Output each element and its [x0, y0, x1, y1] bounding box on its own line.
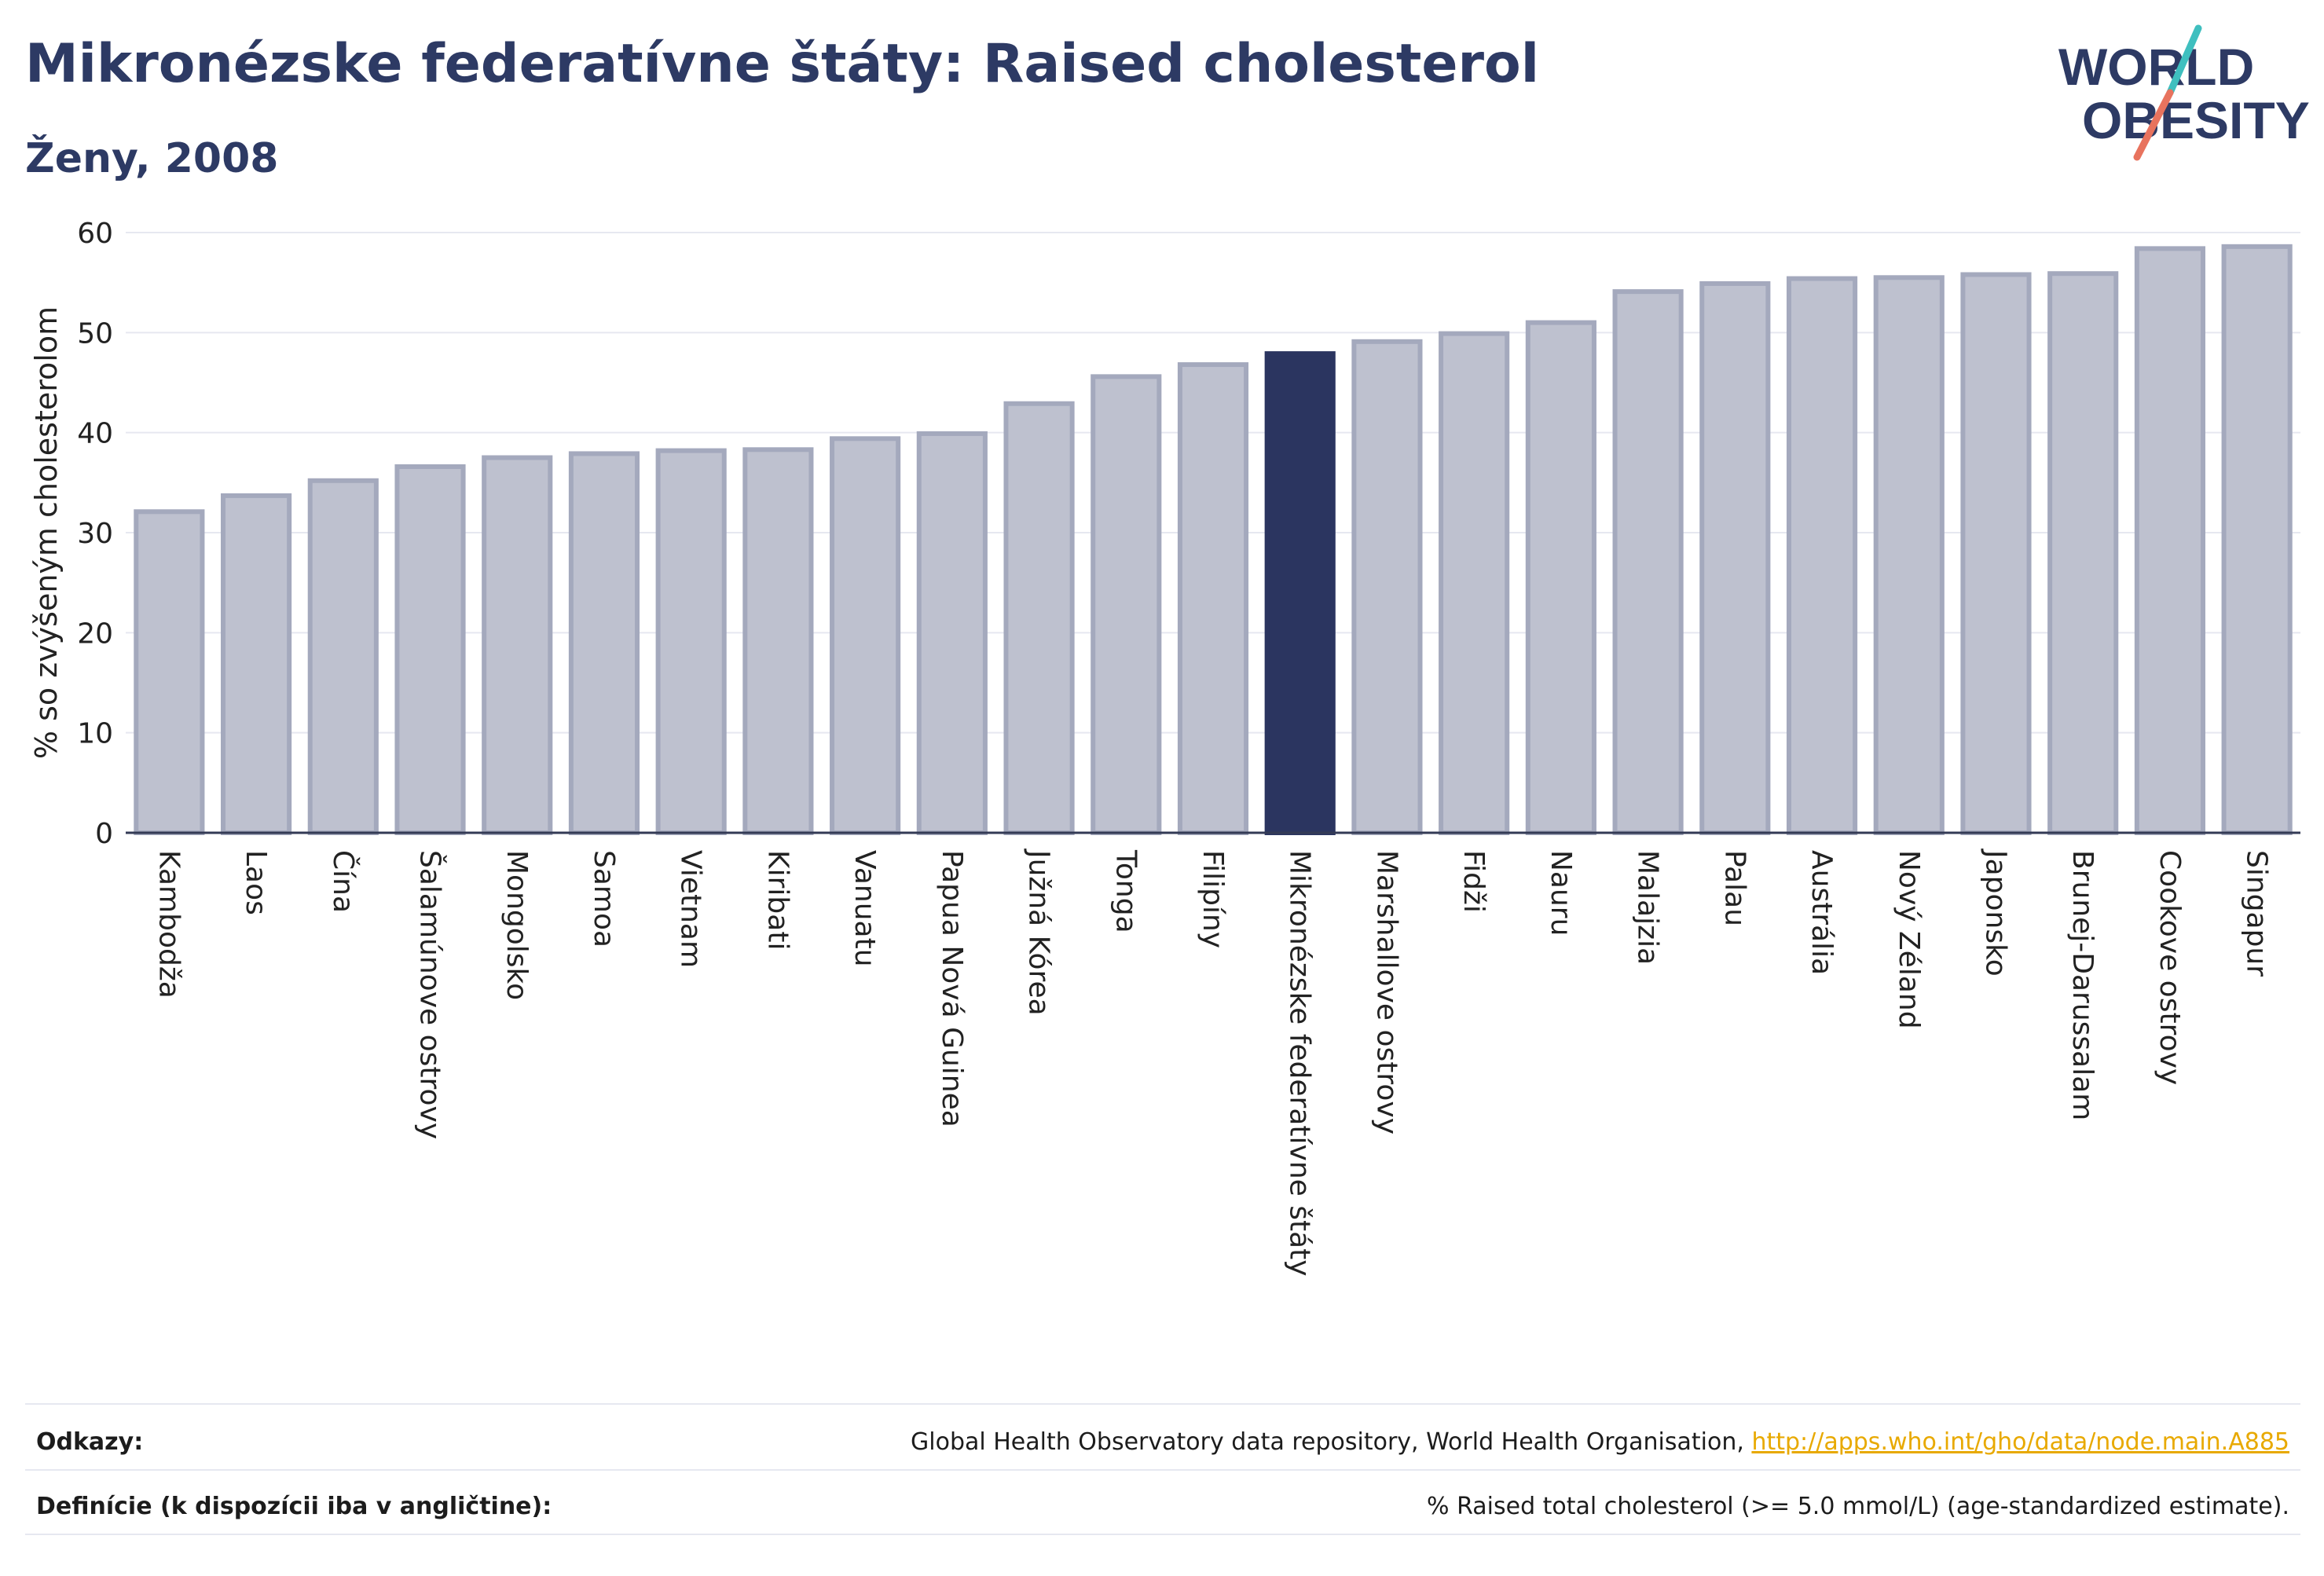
y-tick-label: 60 [77, 218, 113, 250]
x-tick-label: Palau [1718, 850, 1750, 926]
x-tick-label: Kiribati [761, 850, 794, 950]
references-text: Global Health Observatory data repositor… [911, 1428, 2289, 1456]
bar [1525, 320, 1596, 836]
world-obesity-logo: WORLD OBESITY [2058, 24, 2310, 161]
bar [394, 464, 466, 835]
footer-divider-bottom [25, 1534, 2300, 1535]
x-tick-label: Šalamúnove ostrovy [414, 850, 447, 1139]
y-tick-label: 10 [77, 718, 113, 750]
x-tick-label: Samoa [588, 850, 620, 947]
x-tick-label: Čína [327, 850, 360, 913]
logo-line-obesity: OBESITY [2082, 91, 2310, 149]
x-tick-label: Japonsko [1979, 848, 2011, 977]
x-tick-label: Papua Nová Guinea [936, 850, 968, 1127]
chart-title: Mikronézske federatívne štáty: Raised ch… [25, 33, 1540, 95]
x-tick-label: Kambodža [152, 850, 185, 999]
bar [568, 451, 640, 835]
bar [134, 509, 205, 835]
x-tick-label: Malajzia [1632, 850, 1664, 965]
y-tick-label: 40 [77, 418, 113, 450]
bar [1439, 331, 1510, 835]
x-tick-label: Nový Zéland [1893, 850, 1925, 1029]
bar [1091, 374, 1162, 836]
x-tick-label: Vietnam [675, 850, 707, 968]
x-tick-label: Mikronézske federatívne štáty [1284, 850, 1316, 1277]
x-tick-label: Nauru [1545, 850, 1577, 936]
y-tick-label: 0 [95, 818, 113, 850]
bar-chart: 0 10 20 30 40 50 60 % so zvýšeným cholesterolom… [29, 218, 2300, 1277]
x-tick-label: Mongolsko [500, 850, 533, 1000]
bar [1960, 272, 2032, 836]
bar [2221, 244, 2293, 836]
y-tick-label: 30 [77, 518, 113, 550]
y-axis-title: % so zvýšeným cholesterolom [29, 306, 64, 759]
definitions-label: Definície (k dispozícii iba v angličtine… [36, 1493, 552, 1520]
x-tick-label: Vanuatu [849, 850, 881, 967]
bar [221, 493, 292, 835]
references-link[interactable]: http://apps.who.int/gho/data/node.main.A… [1751, 1428, 2289, 1456]
footer-divider-top [25, 1403, 2300, 1405]
x-tick-label: Fidži [1457, 850, 1490, 913]
logo-slash-coral [2133, 89, 2174, 161]
bar [1003, 401, 1075, 835]
y-tick-label: 50 [77, 317, 113, 350]
bar [1786, 276, 1858, 836]
logo-line-world: WORLD [2058, 38, 2254, 96]
bar [1873, 275, 1945, 836]
definitions-text: % Raised total cholesterol (>= 5.0 mmol/… [1427, 1493, 2289, 1520]
bar [482, 455, 553, 835]
references-label: Odkazy: [36, 1428, 144, 1456]
chart-subtitle: Ženy, 2008 [25, 135, 279, 182]
bar [655, 448, 727, 835]
bar [916, 431, 988, 835]
x-tick-label: Singapur [2241, 850, 2273, 977]
bar [830, 436, 901, 835]
y-tick-label: 20 [77, 618, 113, 650]
x-tick-label: Južná Kórea [1023, 848, 1055, 1016]
x-tick-label: Brunej-Darussalam [2066, 850, 2099, 1120]
footer-divider-middle [25, 1469, 2300, 1471]
logo-slash-teal [2166, 24, 2202, 97]
bar [307, 478, 379, 835]
x-tick-label: Austrália [1805, 850, 1838, 975]
bar-highlighted [1264, 351, 1336, 836]
bar [2047, 271, 2119, 835]
bar [1612, 289, 1684, 836]
bar [742, 447, 814, 835]
x-tick-label: Tonga [1109, 849, 1142, 933]
x-tick-label: Marshallove ostrovy [1370, 850, 1402, 1134]
x-tick-label: Laos [240, 850, 272, 915]
bar [1699, 280, 1771, 835]
bar [2134, 246, 2205, 835]
bar [1351, 339, 1423, 835]
bar [1177, 362, 1249, 835]
x-tick-label: Filipíny [1197, 850, 1229, 948]
references-source: Global Health Observatory data repositor… [911, 1428, 1752, 1456]
x-tick-label: Cookove ostrovy [2154, 850, 2186, 1085]
